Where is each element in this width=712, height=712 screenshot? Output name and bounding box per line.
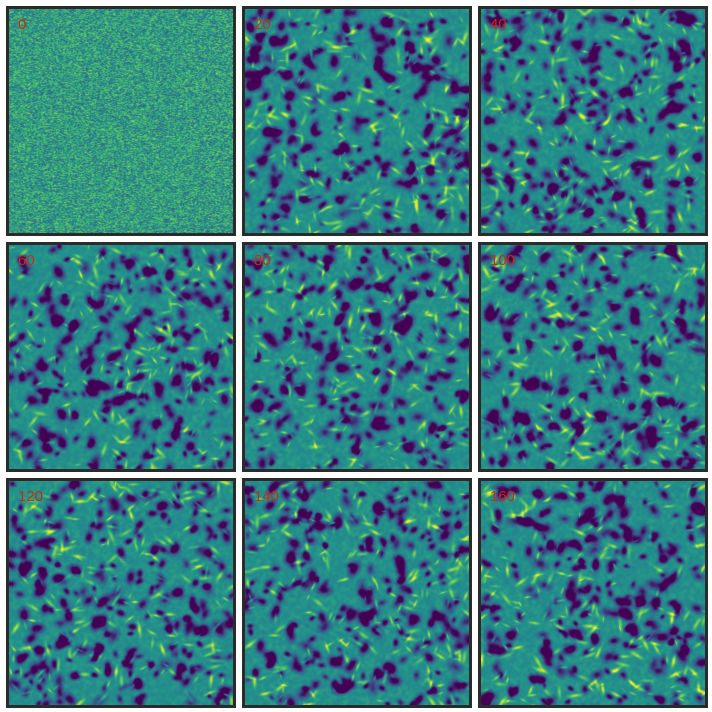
field-image [481,9,705,233]
field-image [245,245,469,469]
panel-160: 160 [478,478,708,708]
panel-100: 100 [478,242,708,472]
field-image [245,9,469,233]
panel-60: 60 [6,242,236,472]
panel-120: 120 [6,478,236,708]
panel-0: 0 [6,6,236,236]
field-image [481,245,705,469]
panel-80: 80 [242,242,472,472]
field-image [245,481,469,705]
field-image [9,9,233,233]
field-image [9,481,233,705]
field-image [481,481,705,705]
panel-20: 20 [242,6,472,236]
field-image [9,245,233,469]
panel-140: 140 [242,478,472,708]
panel-40: 40 [478,6,708,236]
panel-grid: 0 20 40 60 80 100 120 140 160 [6,6,708,708]
